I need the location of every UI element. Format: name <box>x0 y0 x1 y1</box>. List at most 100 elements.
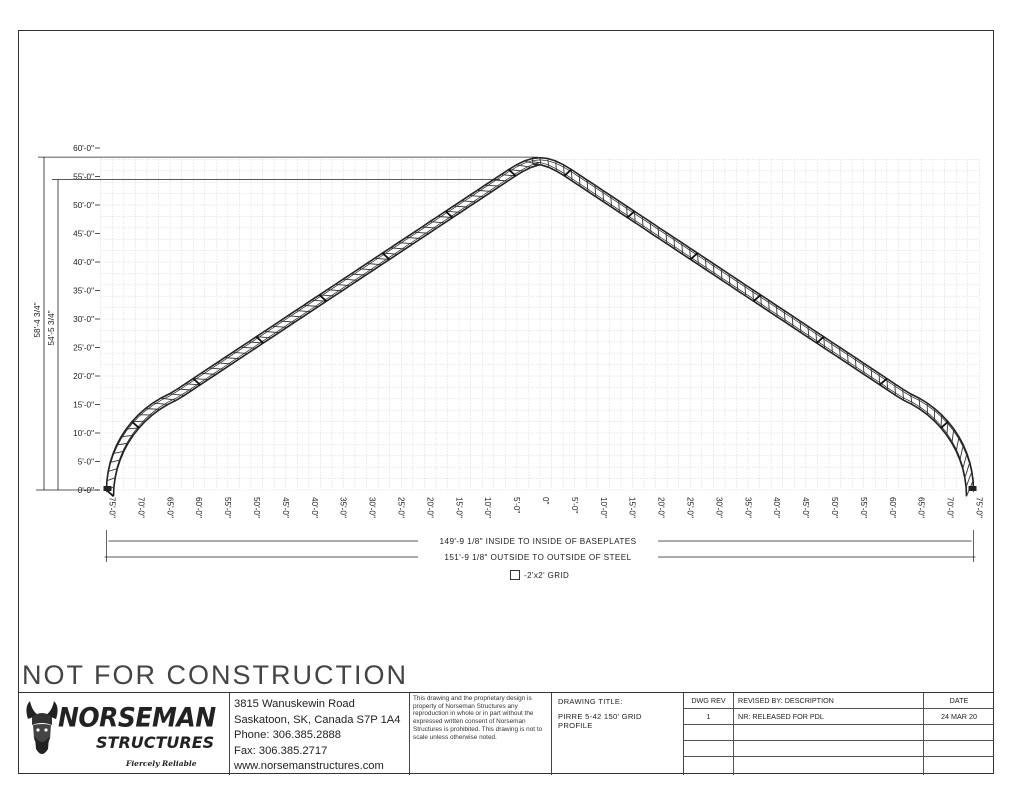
dimension-lines: 58'-4 3/4" 54'-5 3/4" 149'-9 1/8" INSIDE T… <box>32 156 976 562</box>
truss-splice-plate <box>105 489 115 497</box>
truss-splice-plate <box>318 294 327 302</box>
drawing-title-label: DRAWING TITLE: <box>558 697 623 706</box>
truss-web-member <box>461 200 477 203</box>
truss-web-member <box>327 289 343 292</box>
truss-web-member <box>894 383 897 396</box>
truss-web-member <box>760 294 762 307</box>
revision-table: DWG REV REVISED BY: DESCRIPTION DATE 1 N… <box>684 693 994 775</box>
truss-web-member <box>610 195 613 208</box>
x-tick-label: 25'-0" <box>397 497 406 518</box>
revision-row-empty <box>684 725 994 741</box>
truss-web-member <box>940 414 943 428</box>
viking-head-icon <box>26 701 58 754</box>
truss-web-member <box>633 211 636 223</box>
website-link[interactable]: www.norsemanstructures.com <box>234 760 384 772</box>
y-tick-label: 45'-0" <box>73 230 94 239</box>
truss-web-member <box>918 398 921 410</box>
truss-web-member <box>343 278 358 281</box>
grid-legend-swatch <box>510 570 520 580</box>
truss-web-member <box>539 157 542 165</box>
x-tick-label: 75'-0" <box>975 497 984 518</box>
truss-web-member <box>303 304 319 307</box>
truss-web-member <box>547 158 550 168</box>
legal-notice: This drawing and the proprietary design … <box>410 693 552 775</box>
x-tick-label: 20'-0" <box>657 497 666 518</box>
truss-web-member <box>421 226 437 229</box>
y-tick-label: 55'-0" <box>73 173 94 182</box>
y-tick-label: 0'-0" <box>78 486 94 495</box>
truss-web-member <box>657 226 660 239</box>
truss-web-member <box>799 321 802 333</box>
truss-web-member <box>964 462 971 478</box>
inside-width-label-bg <box>418 536 658 546</box>
truss-splice-plate <box>879 377 888 386</box>
truss-web-member <box>390 247 406 250</box>
revision-header-row: DWG REV REVISED BY: DESCRIPTION DATE <box>684 693 994 709</box>
x-tick-label: 45'-0" <box>281 497 290 518</box>
truss-web-member <box>126 427 140 430</box>
truss-web-member <box>910 393 913 405</box>
y-tick-label: 40'-0" <box>73 258 94 267</box>
fax-number: Fax: 306.385.2717 <box>234 744 328 757</box>
truss-web-member <box>429 221 445 224</box>
truss-web-member <box>563 164 565 176</box>
truss-web-member <box>704 258 707 270</box>
truss-web-member <box>311 299 327 302</box>
truss-web-member <box>382 252 398 255</box>
truss-web-member <box>508 169 524 172</box>
truss-web-member <box>775 305 778 317</box>
truss-web-member <box>728 273 731 286</box>
x-tick-label: 50'-0" <box>252 497 261 518</box>
x-tick-label: 65'-0" <box>917 497 926 518</box>
x-tick-label: 55'-0" <box>859 497 868 518</box>
y-tick-label: 50'-0" <box>73 201 94 210</box>
truss-web-member <box>279 320 295 323</box>
truss-web-member <box>951 428 955 444</box>
truss-web-member <box>232 351 248 354</box>
truss-web-member <box>524 160 540 166</box>
y-tick-label: 5'-0" <box>78 458 94 467</box>
x-tick-label: 25'-0" <box>686 497 695 518</box>
truss-web-member <box>854 357 857 370</box>
y-tick-label: 15'-0" <box>73 401 94 410</box>
truss-web-member <box>208 367 224 370</box>
x-tick-label: 55'-0" <box>223 497 232 518</box>
truss-splice-plate <box>689 252 699 261</box>
truss-web-member <box>962 453 968 469</box>
truss-web-member <box>358 268 374 271</box>
truss-web-member <box>768 300 770 312</box>
truss-web-member <box>665 232 668 244</box>
not-for-construction-watermark: NOT FOR CONSTRUCTION <box>22 660 408 690</box>
date-column-header: DATE <box>949 696 969 705</box>
truss-splice-plate <box>626 210 635 219</box>
y-tick-label: 30'-0" <box>73 315 94 324</box>
truss-web-member <box>697 253 699 265</box>
truss-web-member <box>406 236 422 239</box>
rev-date: 24 MAR 20 <box>941 712 977 721</box>
address-line-2: Saskatoon, SK, Canada S7P 1A4 <box>234 713 401 726</box>
phone-number: Phone: 306.385.2888 <box>234 729 342 741</box>
drawing-title-cell: DRAWING TITLE: PIRRE 5-42 150' GRID PROF… <box>552 693 684 775</box>
truss-web-member <box>831 341 833 354</box>
truss-splice-plate <box>753 294 762 302</box>
truss-web-member <box>272 325 287 328</box>
truss-web-member <box>618 200 620 213</box>
logo-wordmark: NORSEMAN <box>58 702 216 733</box>
truss-web-member <box>626 206 628 218</box>
title-block: NORSEMAN STRUCTURES Fiercely Reliable 38… <box>18 692 994 775</box>
truss-splice-plate <box>192 377 201 386</box>
truss-web-member <box>295 310 311 313</box>
truss-web-member <box>160 397 177 401</box>
truss-web-member <box>689 247 691 260</box>
truss-web-member <box>586 179 589 192</box>
revision-row-empty <box>684 741 994 757</box>
truss-web-member <box>862 362 865 375</box>
outside-width-label-bg <box>418 552 658 562</box>
y-tick-label: 35'-0" <box>73 287 94 296</box>
truss-web-member <box>744 284 747 297</box>
inner-height-dimension-label: 54'-5 3/4" <box>46 310 56 345</box>
width-axis: 75'-0" 70'-0" 65'-0" 60'-0" 55'-0" 50'-0" 45'-… <box>108 497 984 518</box>
truss-web-member <box>965 471 973 488</box>
x-tick-label: 50'-0" <box>830 497 839 518</box>
